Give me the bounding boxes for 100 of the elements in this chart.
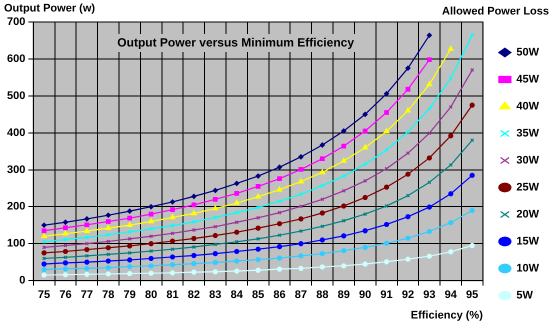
point bbox=[256, 246, 261, 252]
point bbox=[341, 248, 346, 254]
point bbox=[470, 102, 475, 108]
point bbox=[127, 257, 132, 263]
x-tick-label: 93 bbox=[423, 289, 436, 302]
point bbox=[384, 259, 390, 264]
legend-label: 40W bbox=[516, 100, 540, 113]
point bbox=[406, 130, 410, 134]
point bbox=[341, 203, 346, 209]
x-tick-label: 80 bbox=[144, 289, 158, 302]
x-tick-label: 92 bbox=[402, 289, 414, 302]
x-tick-label: 78 bbox=[102, 289, 114, 302]
point bbox=[192, 202, 196, 208]
point bbox=[170, 270, 176, 276]
point bbox=[191, 236, 196, 242]
x-tick-label: 94 bbox=[444, 289, 458, 302]
point bbox=[234, 200, 240, 205]
point bbox=[362, 112, 368, 117]
point bbox=[426, 228, 432, 234]
legend-label: 30W bbox=[516, 154, 540, 167]
x-axis-title: Efficiency (%) bbox=[410, 309, 484, 322]
point bbox=[406, 86, 410, 92]
point bbox=[148, 270, 154, 276]
legend-label: 15W bbox=[516, 236, 540, 248]
point bbox=[62, 230, 68, 236]
point bbox=[276, 255, 282, 261]
text: Output Power versus Minimum Efficiency bbox=[117, 35, 354, 50]
point bbox=[191, 261, 196, 266]
point bbox=[41, 233, 47, 238]
x-tick-label: 77 bbox=[80, 289, 93, 302]
point bbox=[63, 225, 68, 230]
point bbox=[170, 199, 176, 205]
x-tick-label: 88 bbox=[316, 289, 328, 302]
point bbox=[170, 207, 175, 212]
point bbox=[298, 253, 304, 258]
point bbox=[84, 272, 90, 277]
point bbox=[340, 158, 347, 163]
point bbox=[41, 222, 47, 228]
point bbox=[426, 81, 432, 86]
point bbox=[212, 188, 218, 194]
x-tick-label: 76 bbox=[59, 289, 72, 302]
point bbox=[470, 242, 475, 248]
point bbox=[84, 216, 90, 222]
x-tick-label: 87 bbox=[294, 289, 308, 302]
y-tick-label: 500 bbox=[6, 90, 26, 102]
point bbox=[106, 225, 112, 230]
point bbox=[170, 214, 176, 220]
point bbox=[362, 244, 368, 250]
point bbox=[448, 162, 453, 167]
point bbox=[191, 252, 196, 258]
point bbox=[405, 108, 411, 113]
point bbox=[170, 231, 175, 236]
point bbox=[106, 245, 111, 250]
point bbox=[170, 247, 175, 252]
point bbox=[298, 241, 304, 246]
x-tick-label: 83 bbox=[209, 289, 222, 302]
x-tick-label: 79 bbox=[124, 289, 136, 302]
point bbox=[106, 239, 110, 244]
legend-label: 50W bbox=[516, 46, 540, 59]
point bbox=[148, 212, 154, 216]
point bbox=[62, 266, 68, 272]
point bbox=[427, 57, 432, 62]
point bbox=[234, 248, 240, 254]
point bbox=[448, 133, 454, 138]
point bbox=[170, 262, 176, 268]
point bbox=[298, 167, 304, 172]
point bbox=[84, 246, 90, 252]
point bbox=[384, 222, 390, 228]
point bbox=[384, 184, 390, 190]
point bbox=[405, 172, 411, 177]
point bbox=[62, 260, 68, 266]
point bbox=[320, 142, 325, 148]
y-tick-label: 600 bbox=[6, 52, 26, 65]
point bbox=[405, 214, 411, 220]
x-tick-label: 86 bbox=[273, 289, 286, 302]
point bbox=[106, 258, 111, 264]
point bbox=[384, 240, 390, 246]
point bbox=[212, 205, 218, 210]
point bbox=[320, 210, 325, 216]
point bbox=[277, 176, 282, 182]
point bbox=[470, 172, 475, 178]
point bbox=[362, 261, 368, 267]
point bbox=[148, 263, 154, 268]
point bbox=[384, 128, 390, 134]
point bbox=[106, 271, 111, 277]
point bbox=[256, 226, 261, 231]
x-tick-label: 91 bbox=[380, 289, 393, 302]
point bbox=[170, 254, 176, 260]
x-tick-label: 95 bbox=[466, 289, 478, 302]
point bbox=[84, 260, 90, 265]
point bbox=[148, 218, 154, 224]
point bbox=[212, 196, 218, 202]
point bbox=[405, 256, 411, 262]
x-tick-label: 82 bbox=[188, 289, 200, 302]
point bbox=[191, 194, 196, 199]
point bbox=[170, 238, 176, 244]
point bbox=[212, 232, 218, 238]
x-tick-label: 75 bbox=[38, 289, 50, 302]
legend-label: 5W bbox=[516, 290, 534, 302]
point bbox=[298, 154, 304, 160]
